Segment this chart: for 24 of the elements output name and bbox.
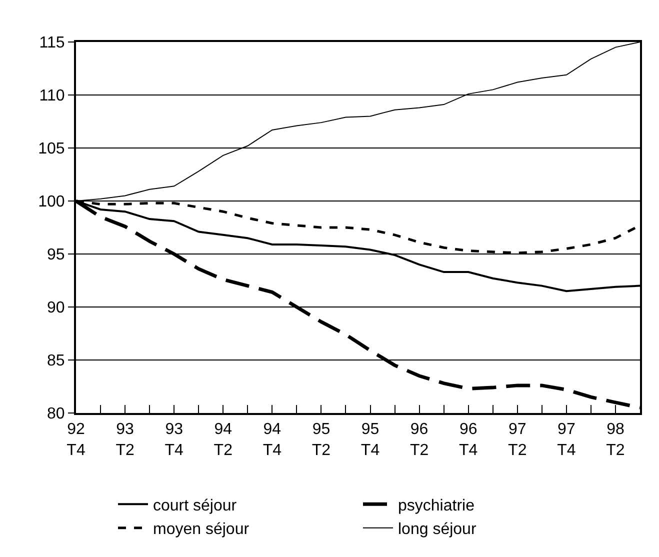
legend-label: psychiatrie	[398, 497, 475, 514]
x-tick-label: 96 T2	[410, 421, 429, 459]
y-tick-label: 110	[39, 88, 65, 105]
x-tick-label: 94 T2	[214, 421, 233, 459]
x-tick-label: 94 T4	[262, 421, 282, 459]
y-tick-label: 85	[47, 352, 65, 370]
x-tick-label: 97 T2	[508, 421, 527, 459]
x-tick-label: 95 T4	[360, 421, 380, 459]
x-tick-label: 95 T2	[312, 421, 331, 459]
legend-label: moyen séjour	[153, 521, 250, 538]
y-tick-label: 115	[39, 34, 65, 52]
x-tick-label: 96 T4	[459, 421, 478, 459]
y-tick-label: 90	[47, 300, 65, 317]
y-tick-label: 105	[38, 140, 65, 158]
x-tick-label: 93 T2	[116, 421, 134, 459]
x-tick-label: 97 T4	[557, 421, 576, 459]
legend-label: long séjour	[398, 521, 477, 538]
y-tick-label: 80	[47, 406, 65, 423]
x-tick-label: 92 T4	[66, 421, 86, 459]
y-tick-label: 100	[38, 194, 65, 211]
x-tick-label: 98 T2	[606, 421, 625, 459]
legend-label: court séjour	[153, 497, 238, 514]
y-tick-label: 95	[47, 246, 65, 264]
x-tick-label: 93 T4	[164, 421, 184, 459]
